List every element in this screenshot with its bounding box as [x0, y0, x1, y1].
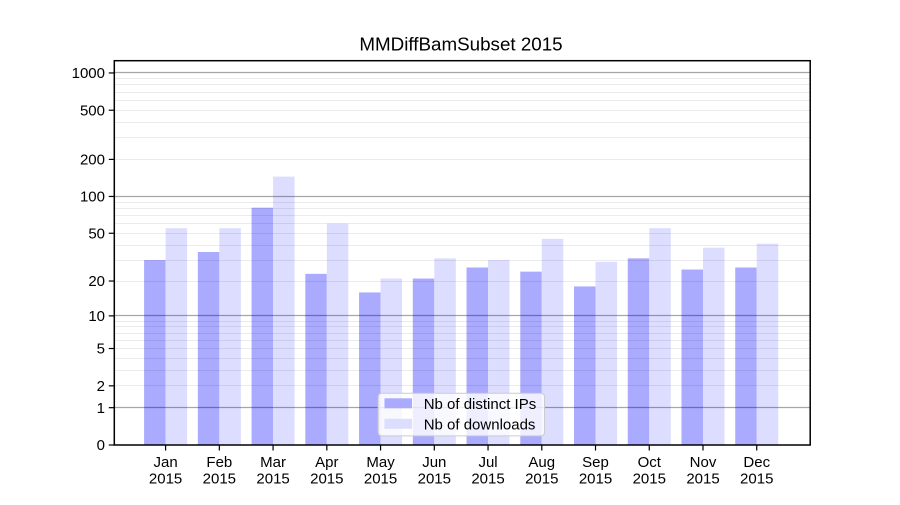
svg-text:20: 20: [88, 273, 105, 290]
svg-text:2015: 2015: [633, 471, 666, 488]
svg-text:2015: 2015: [740, 471, 773, 488]
svg-text:Nov: Nov: [690, 454, 717, 471]
svg-text:Apr: Apr: [315, 454, 338, 471]
svg-text:2: 2: [97, 378, 105, 395]
svg-text:2015: 2015: [418, 471, 451, 488]
svg-text:May: May: [366, 454, 395, 471]
svg-text:Feb: Feb: [206, 454, 232, 471]
svg-text:2015: 2015: [149, 471, 182, 488]
svg-text:Mar: Mar: [260, 454, 286, 471]
svg-text:2015: 2015: [579, 471, 612, 488]
svg-text:Nb of downloads: Nb of downloads: [424, 416, 536, 433]
svg-text:2015: 2015: [471, 471, 504, 488]
svg-text:1: 1: [97, 400, 105, 417]
svg-text:50: 50: [88, 225, 105, 242]
svg-text:Oct: Oct: [638, 454, 662, 471]
svg-text:2015: 2015: [525, 471, 558, 488]
svg-text:Dec: Dec: [743, 454, 770, 471]
svg-text:2015: 2015: [203, 471, 236, 488]
svg-text:Sep: Sep: [582, 454, 609, 471]
svg-text:Jan: Jan: [154, 454, 178, 471]
svg-text:100: 100: [80, 189, 105, 206]
svg-text:5: 5: [97, 341, 105, 358]
svg-text:500: 500: [80, 102, 105, 119]
svg-text:2015: 2015: [256, 471, 289, 488]
svg-text:Aug: Aug: [528, 454, 555, 471]
svg-text:10: 10: [88, 308, 105, 325]
svg-text:Jul: Jul: [478, 454, 497, 471]
svg-text:Jun: Jun: [422, 454, 446, 471]
svg-text:Nb of distinct IPs: Nb of distinct IPs: [424, 396, 537, 413]
svg-text:MMDiffBamSubset 2015: MMDiffBamSubset 2015: [359, 34, 562, 55]
svg-text:2015: 2015: [364, 471, 397, 488]
svg-text:2015: 2015: [686, 471, 719, 488]
svg-text:200: 200: [80, 152, 105, 169]
svg-text:2015: 2015: [310, 471, 343, 488]
svg-text:0: 0: [97, 437, 105, 454]
svg-text:1000: 1000: [72, 65, 105, 82]
